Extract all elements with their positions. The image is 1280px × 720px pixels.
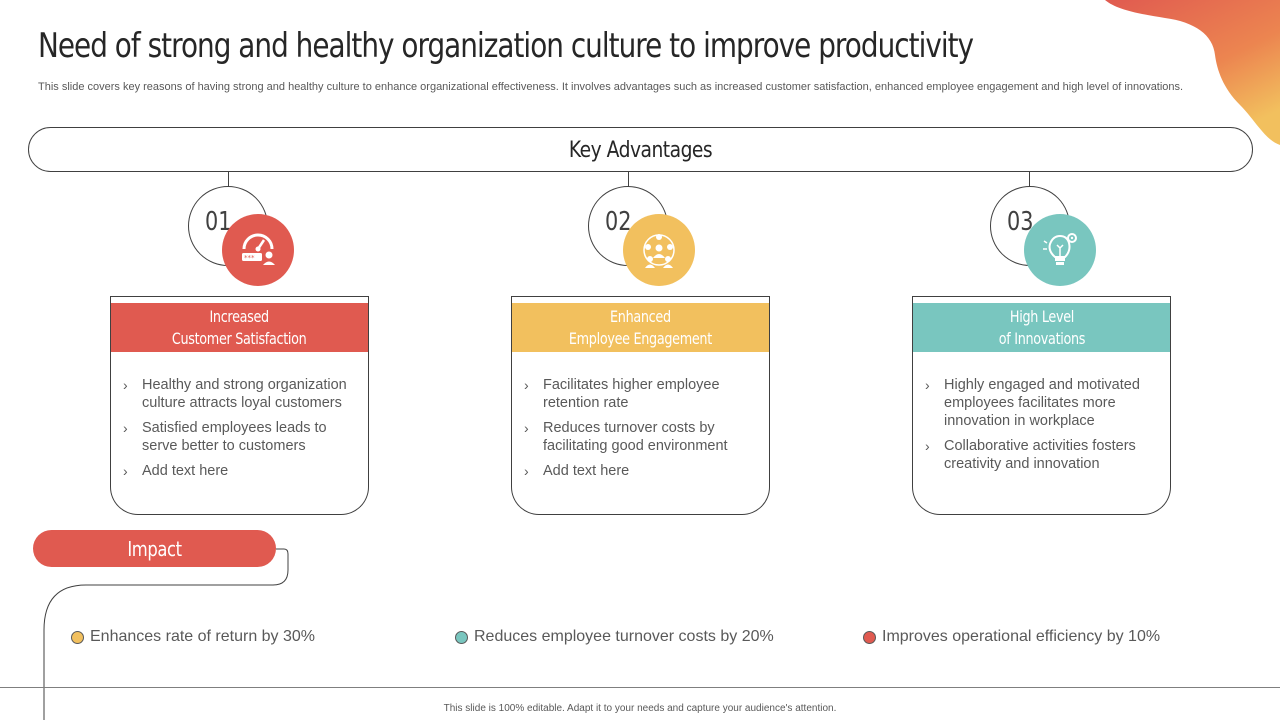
impact-text: Enhances rate of return by 30% (90, 628, 316, 645)
list-item: Healthy and strong organization culture … (123, 376, 354, 412)
list-item: Satisfied employees leads to serve bette… (123, 419, 354, 455)
banner-label: Key Advantages (568, 138, 713, 163)
impact-item: Enhances rate of return by 30% (71, 628, 315, 646)
impact-text: Improves operational efficiency by 10% (882, 628, 1161, 645)
bullet-dot-icon (455, 630, 468, 644)
advantage-card: High Level of Innovations Highly engaged… (912, 296, 1171, 515)
list-item: Add text here (123, 462, 354, 480)
advantage-heading: High Level of Innovations (913, 303, 1170, 352)
svg-text:***: *** (244, 254, 255, 262)
connector-line (1029, 172, 1030, 188)
list-item: Facilitates higher employee retention ra… (524, 376, 755, 412)
slide-title: Need of strong and healthy organization … (38, 26, 974, 66)
bullet-dot-icon (71, 630, 84, 644)
list-item: Highly engaged and motivated employees f… (925, 376, 1156, 430)
footer-divider (0, 687, 1280, 688)
footer-note: This slide is 100% editable. Adapt it to… (443, 703, 837, 714)
advantage-heading: Enhanced Employee Engagement (512, 303, 769, 352)
impact-item: Reduces employee turnover costs by 20% (455, 628, 774, 646)
impact-item: Improves operational efficiency by 10% (863, 628, 1160, 646)
advantage-points: Facilitates higher employee retention ra… (524, 376, 755, 487)
advantage-heading: Increased Customer Satisfaction (111, 303, 368, 352)
impact-text: Reduces employee turnover costs by 20% (474, 628, 774, 645)
impact-label: Impact (127, 537, 182, 561)
advantage-card: Enhanced Employee Engagement Facilitates… (511, 296, 770, 515)
connector-line (228, 172, 229, 188)
advantage-points: Highly engaged and motivated employees f… (925, 376, 1156, 480)
slide-subtitle: This slide covers key reasons of having … (38, 81, 1184, 93)
corner-decoration (1105, 0, 1280, 145)
customer-satisfaction-gauge-icon: *** (222, 214, 294, 286)
list-item: Collaborative activities fosters creativ… (925, 437, 1156, 473)
list-item: Add text here (524, 462, 755, 480)
key-advantages-banner: Key Advantages (28, 127, 1253, 172)
impact-connector-lines (43, 548, 289, 720)
innovation-lightbulb-icon (1024, 214, 1096, 286)
advantage-card: Increased Customer Satisfaction Healthy … (110, 296, 369, 515)
team-group-icon (623, 214, 695, 286)
list-item: Reduces turnover costs by facilitating g… (524, 419, 755, 455)
connector-line (628, 172, 629, 188)
impact-label-pill: Impact (33, 530, 276, 567)
advantage-points: Healthy and strong organization culture … (123, 376, 354, 487)
bullet-dot-icon (863, 630, 876, 644)
